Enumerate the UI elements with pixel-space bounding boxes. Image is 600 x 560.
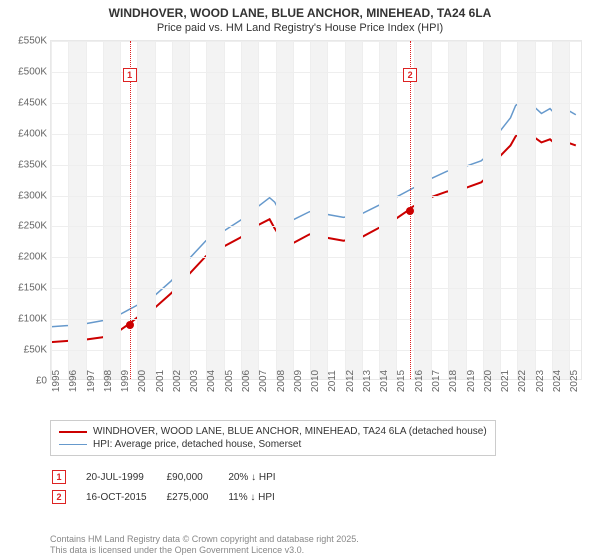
footer-text: Contains HM Land Registry data © Crown c… (50, 534, 359, 556)
event-marker: 1 (123, 68, 137, 82)
chart-container: WINDHOVER, WOOD LANE, BLUE ANCHOR, MINEH… (0, 0, 600, 560)
footer-line: Contains HM Land Registry data © Crown c… (50, 534, 359, 545)
events-table: 120-JUL-1999£90,00020% ↓ HPI 216-OCT-2015… (50, 466, 296, 508)
chart-title: WINDHOVER, WOOD LANE, BLUE ANCHOR, MINEH… (0, 0, 600, 22)
x-axis-label: 2001 (155, 370, 166, 392)
event-num: 1 (52, 468, 84, 486)
x-axis-label: 2024 (552, 370, 563, 392)
x-axis-label: 2010 (310, 370, 321, 392)
y-axis-label: £150K (18, 283, 47, 294)
x-axis-label: 2018 (448, 370, 459, 392)
event-price: £90,000 (167, 468, 227, 486)
y-axis-label: £50K (24, 345, 47, 356)
x-axis-label: 1999 (120, 370, 131, 392)
x-axis-label: 2007 (258, 370, 269, 392)
x-axis-label: 1995 (51, 370, 62, 392)
chart-subtitle: Price paid vs. HM Land Registry's House … (0, 22, 600, 38)
x-axis-label: 2017 (431, 370, 442, 392)
event-row: 216-OCT-2015£275,00011% ↓ HPI (52, 488, 294, 506)
y-axis-label: £500K (18, 66, 47, 77)
x-axis-label: 1998 (103, 370, 114, 392)
x-axis-label: 2014 (379, 370, 390, 392)
y-axis-label: £350K (18, 159, 47, 170)
event-price: £275,000 (167, 488, 227, 506)
y-axis-label: £200K (18, 252, 47, 263)
event-diff: 11% ↓ HPI (228, 488, 293, 506)
x-axis-label: 1996 (68, 370, 79, 392)
x-axis-label: 2015 (396, 370, 407, 392)
footer-line: This data is licensed under the Open Gov… (50, 545, 359, 556)
legend-swatch (59, 431, 87, 433)
x-axis-label: 2020 (483, 370, 494, 392)
x-axis-label: 2006 (241, 370, 252, 392)
y-axis-label: £250K (18, 221, 47, 232)
legend-row-price-paid: WINDHOVER, WOOD LANE, BLUE ANCHOR, MINEH… (59, 425, 487, 438)
x-axis-label: 2012 (345, 370, 356, 392)
x-axis-label: 2003 (189, 370, 200, 392)
x-axis-label: 2011 (327, 370, 338, 392)
y-axis-label: £400K (18, 128, 47, 139)
legend-row-hpi: HPI: Average price, detached house, Some… (59, 438, 487, 451)
x-axis-label: 2000 (137, 370, 148, 392)
x-axis-label: 1997 (86, 370, 97, 392)
sale-dot (126, 321, 134, 329)
plot-inner: 12 (51, 41, 581, 379)
legend-swatch (59, 444, 87, 446)
y-axis-label: £550K (18, 36, 47, 47)
event-diff: 20% ↓ HPI (228, 468, 293, 486)
y-axis-label: £0 (36, 376, 47, 387)
x-axis-label: 2023 (535, 370, 546, 392)
plot-area: 12 1995199619971998199920002001200220032… (50, 40, 582, 380)
event-date: 20-JUL-1999 (86, 468, 165, 486)
chart-legend: WINDHOVER, WOOD LANE, BLUE ANCHOR, MINEH… (50, 420, 496, 456)
x-axis-label: 2002 (172, 370, 183, 392)
x-axis-label: 2019 (466, 370, 477, 392)
legend-label: WINDHOVER, WOOD LANE, BLUE ANCHOR, MINEH… (93, 426, 487, 437)
x-axis-label: 2022 (517, 370, 528, 392)
y-axis-label: £450K (18, 97, 47, 108)
x-axis-label: 2004 (206, 370, 217, 392)
x-axis-label: 2021 (500, 370, 511, 392)
event-row: 120-JUL-1999£90,00020% ↓ HPI (52, 468, 294, 486)
x-axis-label: 2008 (276, 370, 287, 392)
event-date: 16-OCT-2015 (86, 488, 165, 506)
x-axis-label: 2009 (293, 370, 304, 392)
event-marker: 2 (403, 68, 417, 82)
x-axis-label: 2016 (414, 370, 425, 392)
y-axis-label: £100K (18, 314, 47, 325)
x-axis-label: 2005 (224, 370, 235, 392)
event-num: 2 (52, 488, 84, 506)
y-axis-label: £300K (18, 190, 47, 201)
x-axis-label: 2013 (362, 370, 373, 392)
x-axis-label: 2025 (569, 370, 580, 392)
legend-label: HPI: Average price, detached house, Some… (93, 439, 301, 450)
